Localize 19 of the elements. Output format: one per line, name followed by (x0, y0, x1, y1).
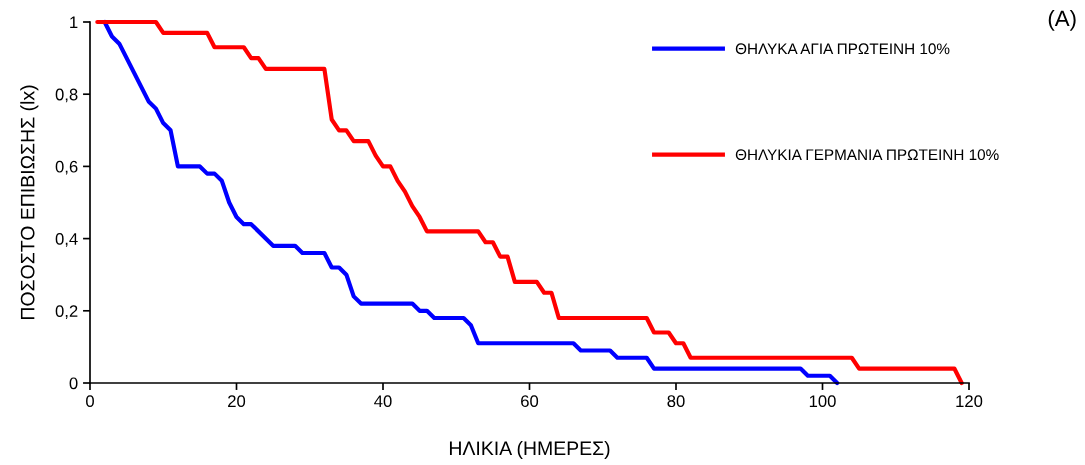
x-tick-label: 20 (228, 395, 246, 408)
x-tick-label: 80 (667, 395, 685, 408)
y-tick-label: 0,6 (55, 160, 78, 175)
x-tick-label: 120 (956, 395, 983, 408)
legend-label: ΘΗΛΥΚΙΑ ΓΕΡΜΑΝΙΑ ΠΡΩΤΕΙΝΗ 10% (735, 149, 999, 161)
x-axis-title: ΗΛΙΚΙΑ (ΗΜΕΡΕΣ) (449, 440, 610, 460)
legend-label: ΘΗΛΥΚΑ ΑΓΙΑ ΠΡΩΤΕΙΝΗ 10% (735, 43, 950, 55)
y-tick-label: 0 (69, 377, 78, 390)
y-axis-title: ΠΟΣΟΣΤΟ ΕΠΙΒΙΩΣΗΣ (lx) (20, 85, 39, 319)
line-series (95, 19, 964, 386)
y-tick-label: 0,2 (55, 305, 78, 319)
y-tick-label: 1 (70, 16, 78, 29)
x-tick-label: 60 (521, 395, 539, 408)
x-tick-label: 100 (809, 395, 836, 408)
y-tick-label: 0,8 (55, 88, 78, 103)
y-tick-label: 0,4 (55, 233, 78, 247)
x-tick-label: 40 (374, 395, 392, 408)
text: (A) (1048, 10, 1076, 31)
x-tick-label: 0 (86, 395, 94, 408)
